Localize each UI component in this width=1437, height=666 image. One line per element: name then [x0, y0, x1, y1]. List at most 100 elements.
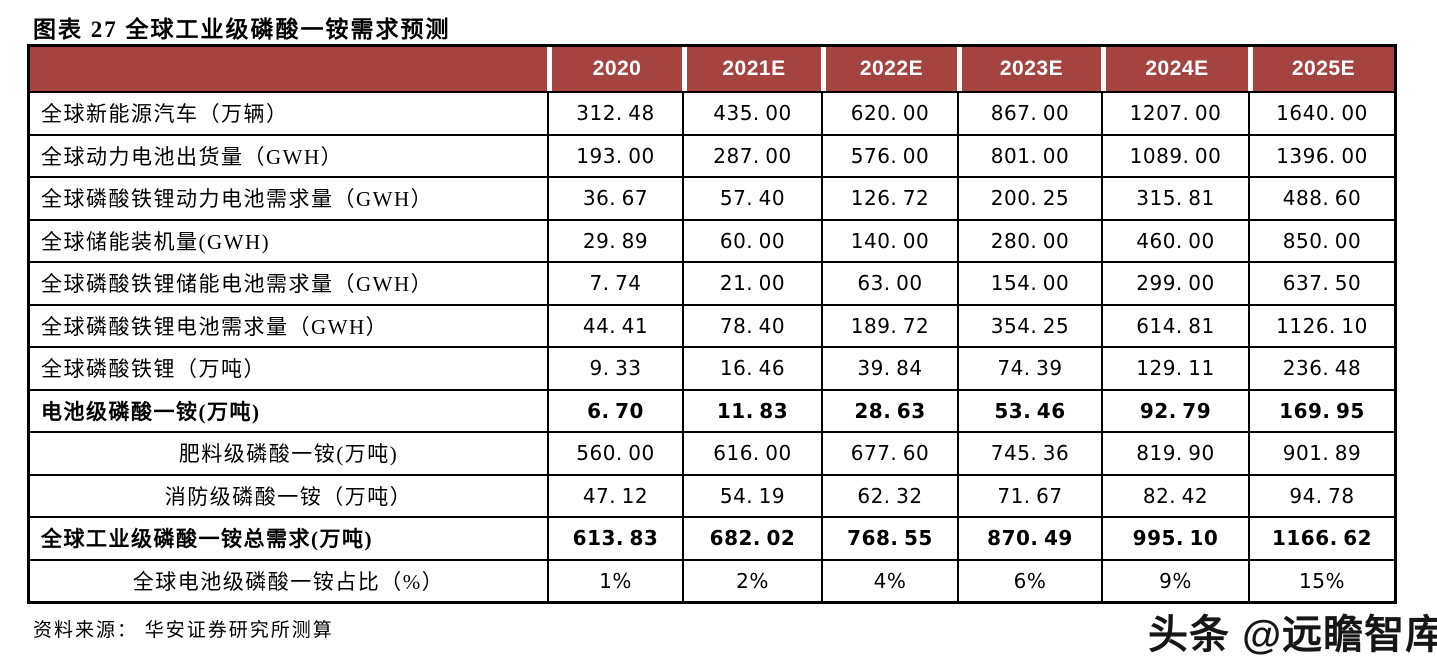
- value-cell: 29. 89: [547, 220, 682, 261]
- row-label: 肥料级磷酸一铵(万吨): [178, 442, 399, 467]
- value-cell: 315. 81: [1101, 178, 1248, 219]
- row-label: 全球磷酸铁锂储能电池需求量（GWH）: [41, 272, 434, 297]
- value-cell: 1396. 00: [1248, 135, 1394, 176]
- value-cell: 169. 95: [1248, 390, 1394, 431]
- value-cell: 193. 00: [547, 135, 682, 176]
- value-cell: 745. 36: [957, 433, 1101, 474]
- value-cell: 616. 00: [682, 433, 821, 474]
- value-cell: 16. 46: [682, 348, 821, 389]
- table-row: 全球电池级磷酸一铵占比（%） 1% 2% 4% 6% 9% 15%: [30, 558, 1394, 601]
- column-header-2021e: 2021E: [682, 47, 821, 91]
- value-cell: 140. 00: [821, 220, 957, 261]
- column-header-2022e: 2022E: [821, 47, 957, 91]
- figure-title: 图表 27 全球工业级磷酸一铵需求预测: [33, 17, 451, 42]
- value-cell: 1640. 00: [1248, 93, 1394, 134]
- column-header-2024e: 2024E: [1101, 47, 1248, 91]
- value-cell: 92. 79: [1101, 390, 1248, 431]
- value-cell: 94. 78: [1248, 475, 1394, 516]
- value-cell: 78. 40: [682, 305, 821, 346]
- value-cell: 15%: [1248, 560, 1394, 601]
- value-cell: 560. 00: [547, 433, 682, 474]
- value-cell: 39. 84: [821, 348, 957, 389]
- table-row: 全球新能源汽车（万辆） 312. 48 435. 00 620. 00 867. 00 1…: [30, 91, 1394, 134]
- value-cell: 53. 46: [957, 390, 1101, 431]
- row-label: 全球磷酸铁锂（万吨）: [41, 357, 266, 382]
- table-row: 全球磷酸铁锂储能电池需求量（GWH） 7. 74 21. 00 63. 00 154. …: [30, 261, 1394, 304]
- value-cell: 995. 10: [1101, 518, 1248, 559]
- value-cell: 54. 19: [682, 475, 821, 516]
- row-label: 电池级磷酸一铵(万吨): [41, 399, 261, 424]
- value-cell: 867. 00: [957, 93, 1101, 134]
- table-row: 消防级磷酸一铵（万吨） 47. 12 54. 19 62. 32 71. 67 82. 4…: [30, 473, 1394, 516]
- value-cell: 488. 60: [1248, 178, 1394, 219]
- value-cell: 9%: [1101, 560, 1248, 601]
- value-cell: 6%: [957, 560, 1101, 601]
- value-cell: 637. 50: [1248, 263, 1394, 304]
- value-cell: 63. 00: [821, 263, 957, 304]
- value-cell: 60. 00: [682, 220, 821, 261]
- value-cell: 768. 55: [821, 518, 957, 559]
- value-cell: 613. 83: [547, 518, 682, 559]
- value-cell: 280. 00: [957, 220, 1101, 261]
- row-label: 全球动力电池出货量（GWH）: [41, 144, 344, 169]
- table-row: 全球磷酸铁锂（万吨） 9. 33 16. 46 39. 84 74. 39 129. 11…: [30, 346, 1394, 389]
- value-cell: 7. 74: [547, 263, 682, 304]
- table-row: 全球动力电池出货量（GWH） 193. 00 287. 00 576. 00 801. …: [30, 133, 1394, 176]
- value-cell: 1089. 00: [1101, 135, 1248, 176]
- value-cell: 62. 32: [821, 475, 957, 516]
- value-cell: 6. 70: [547, 390, 682, 431]
- value-cell: 682. 02: [682, 518, 821, 559]
- value-cell: 287. 00: [682, 135, 821, 176]
- value-cell: 801. 00: [957, 135, 1101, 176]
- demand-forecast-table: 2020 2021E 2022E 2023E 2024E 2025E 全球新能源汽车（万辆…: [27, 44, 1397, 604]
- value-cell: 4%: [821, 560, 957, 601]
- value-cell: 614. 81: [1101, 305, 1248, 346]
- value-cell: 36. 67: [547, 178, 682, 219]
- value-cell: 620. 00: [821, 93, 957, 134]
- value-cell: 2%: [682, 560, 821, 601]
- row-label: 全球电池级磷酸一铵占比（%）: [132, 569, 445, 594]
- table-row: 肥料级磷酸一铵(万吨) 560. 00 616. 00 677. 60 745. 36 8…: [30, 431, 1394, 474]
- value-cell: 1166. 62: [1248, 518, 1394, 559]
- watermark-text: 头条 @远瞻智库: [1148, 613, 1437, 657]
- value-cell: 299. 00: [1101, 263, 1248, 304]
- value-cell: 850. 00: [1248, 220, 1394, 261]
- column-header-2025e: 2025E: [1248, 47, 1394, 91]
- value-cell: 435. 00: [682, 93, 821, 134]
- value-cell: 9. 33: [547, 348, 682, 389]
- table-header-row: 2020 2021E 2022E 2023E 2024E 2025E: [30, 47, 1394, 91]
- source-note: 资料来源： 华安证券研究所测算: [33, 620, 334, 641]
- value-cell: 236. 48: [1248, 348, 1394, 389]
- value-cell: 1%: [547, 560, 682, 601]
- value-cell: 460. 00: [1101, 220, 1248, 261]
- header-corner-cell: [30, 47, 547, 91]
- value-cell: 200. 25: [957, 178, 1101, 219]
- value-cell: 154. 00: [957, 263, 1101, 304]
- table-row: 全球磷酸铁锂动力电池需求量（GWH） 36. 67 57. 40 126. 72 200…: [30, 176, 1394, 219]
- value-cell: 47. 12: [547, 475, 682, 516]
- value-cell: 57. 40: [682, 178, 821, 219]
- value-cell: 11. 83: [682, 390, 821, 431]
- table-body: 全球新能源汽车（万辆） 312. 48 435. 00 620. 00 867. 00 1…: [30, 91, 1394, 601]
- value-cell: 21. 00: [682, 263, 821, 304]
- value-cell: 28. 63: [821, 390, 957, 431]
- value-cell: 189. 72: [821, 305, 957, 346]
- value-cell: 870. 49: [957, 518, 1101, 559]
- value-cell: 82. 42: [1101, 475, 1248, 516]
- column-header-2023e: 2023E: [957, 47, 1101, 91]
- value-cell: 1126. 10: [1248, 305, 1394, 346]
- value-cell: 354. 25: [957, 305, 1101, 346]
- table-row: 全球工业级磷酸一铵总需求(万吨) 613. 83 682. 02 768. 55 870…: [30, 516, 1394, 559]
- value-cell: 44. 41: [547, 305, 682, 346]
- row-label: 全球储能装机量(GWH): [41, 229, 271, 254]
- value-cell: 1207. 00: [1101, 93, 1248, 134]
- table-row: 全球储能装机量(GWH) 29. 89 60. 00 140. 00 280. 00 46…: [30, 218, 1394, 261]
- row-label: 全球磷酸铁锂动力电池需求量（GWH）: [41, 187, 434, 212]
- value-cell: 126. 72: [821, 178, 957, 219]
- table-row: 电池级磷酸一铵(万吨) 6. 70 11. 83 28. 63 53. 46 92. 79…: [30, 388, 1394, 431]
- value-cell: 819. 90: [1101, 433, 1248, 474]
- value-cell: 312. 48: [547, 93, 682, 134]
- value-cell: 71. 67: [957, 475, 1101, 516]
- value-cell: 901. 89: [1248, 433, 1394, 474]
- row-label: 消防级磷酸一铵（万吨）: [164, 484, 413, 509]
